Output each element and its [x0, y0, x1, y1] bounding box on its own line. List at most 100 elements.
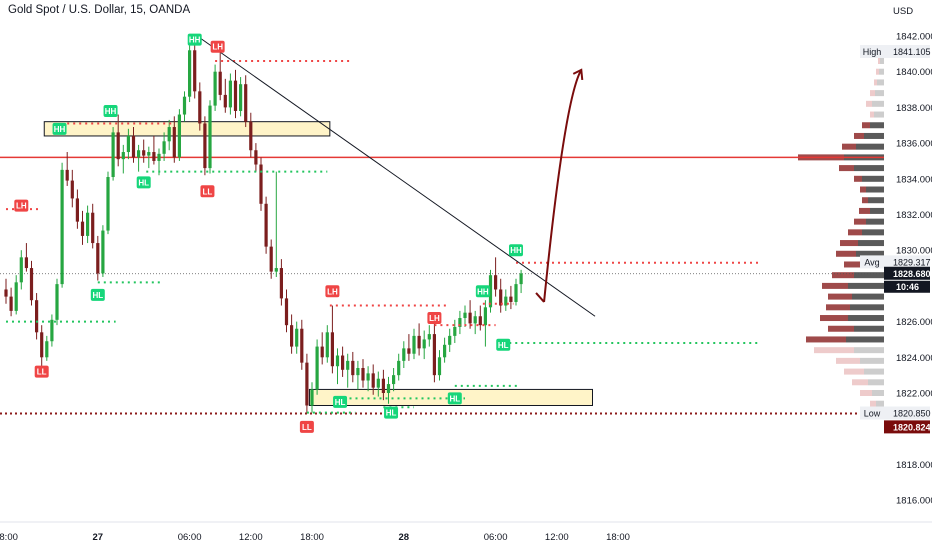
volume-profile-bar-up — [876, 400, 884, 407]
candle — [35, 293, 39, 340]
candle-body — [137, 150, 141, 158]
candle-body — [468, 312, 472, 324]
candle — [300, 319, 304, 370]
candle-body — [50, 319, 54, 342]
candle-body — [325, 332, 329, 358]
candle — [448, 328, 452, 352]
candle — [315, 339, 319, 395]
marker-ll: LL — [299, 420, 314, 433]
candle — [121, 144, 125, 174]
candle-body — [320, 346, 324, 358]
candle — [483, 300, 487, 347]
marker-badge — [325, 285, 340, 298]
candle — [147, 146, 151, 169]
candle — [126, 128, 130, 160]
close-low-badge: 1820.824 — [884, 420, 931, 434]
marker-badge — [509, 244, 523, 257]
candle-body — [223, 94, 227, 108]
candle — [203, 116, 207, 176]
volume-profile-bar-down — [814, 347, 854, 354]
countdown-bg — [884, 280, 930, 293]
candle-body — [239, 84, 243, 111]
candle-body — [29, 268, 34, 301]
low-badge-label: Low — [864, 409, 881, 419]
candle-body — [448, 335, 452, 345]
marker-lh: LH — [427, 312, 442, 325]
projection-arrow-head — [572, 68, 584, 81]
candle-body — [116, 132, 120, 160]
candle — [19, 250, 23, 290]
candle — [417, 323, 421, 356]
candle-body — [488, 275, 493, 308]
candle-body — [172, 127, 176, 158]
candle-body — [111, 132, 115, 178]
candle — [177, 109, 181, 161]
candle-body — [300, 328, 304, 363]
candle-body — [453, 326, 457, 336]
candle — [397, 353, 401, 381]
candle-body — [65, 169, 69, 181]
low-badge-value: 1820.850 — [893, 409, 931, 419]
candle — [376, 371, 380, 397]
volume-profile-bar-down — [842, 143, 856, 150]
close-low-badge-value-bg — [884, 420, 930, 434]
candle-body — [208, 105, 212, 169]
candle-body — [473, 316, 477, 324]
marker-label: HL — [92, 291, 103, 300]
price-axis-tick: 1816.000 — [896, 496, 932, 507]
volume-profile-bar-up — [854, 165, 884, 172]
price-axis-tick: 1830.000 — [896, 246, 932, 257]
candle — [111, 127, 115, 181]
marker-label: HL — [138, 178, 149, 187]
candle-body — [315, 346, 319, 390]
candle-body — [80, 221, 85, 236]
marker-hl: HL — [333, 395, 348, 408]
candle-body — [4, 289, 8, 297]
countdown-value: 10:46 — [896, 282, 919, 292]
candle — [381, 369, 385, 401]
candle — [167, 119, 171, 151]
marker-hl: HL — [496, 338, 511, 351]
marker-badge — [90, 288, 105, 301]
candle-body — [91, 212, 95, 244]
candle — [208, 100, 212, 174]
candle — [366, 366, 370, 392]
candle-body — [422, 339, 426, 349]
candle-body — [284, 298, 289, 326]
candle-body — [213, 71, 217, 106]
candle-body — [167, 127, 171, 142]
marker-label: HH — [105, 107, 117, 116]
candle — [341, 346, 345, 377]
marker-label: LH — [16, 202, 27, 211]
volume-profile-bar-up — [848, 315, 884, 322]
candle — [346, 353, 350, 388]
volume-profile-bar-up — [880, 57, 884, 64]
time-axis-tick: 18:00 — [300, 532, 324, 543]
candle — [131, 127, 136, 163]
candle — [142, 139, 146, 163]
price-axis-tick: 1824.000 — [896, 353, 932, 364]
candle — [233, 69, 238, 119]
time-axis[interactable]: 18:00 27 06:00 12:00 18:00 28 06:00 12:00 18:00 — [0, 532, 630, 543]
candle — [494, 257, 498, 297]
projection-arrow — [543, 69, 583, 303]
candle — [29, 260, 34, 306]
marker-hl: HL — [90, 288, 105, 301]
candle-body — [126, 135, 130, 153]
avg-badge-value: 1829.317 — [893, 257, 931, 267]
candle — [106, 171, 110, 235]
low-badge-label-bg — [860, 406, 884, 420]
candle — [437, 350, 442, 381]
candle — [96, 235, 100, 281]
marker-badge — [496, 338, 511, 351]
candle-body — [509, 296, 513, 302]
candle-body — [259, 164, 263, 204]
marker-label: HL — [386, 409, 397, 418]
candle-body — [346, 360, 350, 370]
price-axis[interactable]: USD 1842.000 1840.000 1838.000 1836.000 1834.… — [860, 6, 932, 507]
candle — [279, 259, 283, 306]
time-axis-tick: 27 — [93, 532, 104, 543]
candle-body — [432, 334, 436, 376]
candle — [75, 189, 79, 229]
